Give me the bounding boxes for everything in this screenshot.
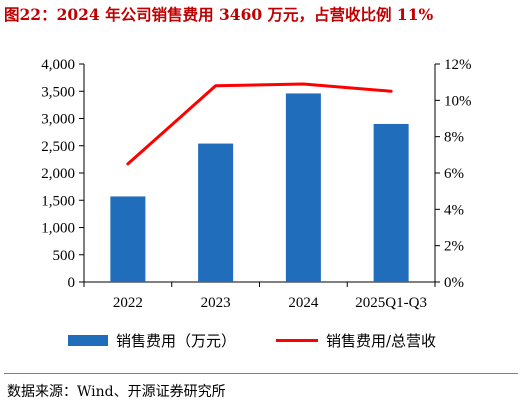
legend-label-bar: 销售费用（万元） [116,331,237,350]
right-tick-label: 4% [444,202,464,218]
source-divider [4,373,518,374]
x-tick-label: 2024 [288,295,319,311]
right-tick-label: 6% [444,166,464,182]
x-tick-label: 2023 [201,295,231,311]
x-tick-label: 2022 [113,295,143,311]
right-tick-label: 8% [444,130,464,146]
legend-label-line: 销售费用/总营收 [326,331,437,350]
left-tick-label: 4,000 [41,57,75,73]
left-tick-label: 2,500 [41,139,75,155]
line-series [126,82,393,166]
left-tick-label: 1,000 [41,221,75,237]
left-tick-label: 2,000 [41,166,75,182]
x-tick-label: 2025Q1-Q3 [355,295,427,311]
legend-item-line: 销售费用/总营收 [276,330,436,350]
left-tick-label: 1,500 [41,193,75,209]
left-tick-label: 3,000 [41,112,75,128]
legend-swatch-line [276,338,318,342]
line-path [126,82,393,166]
bar [285,93,321,283]
left-tick-label: 3,500 [41,84,75,100]
right-tick-label: 10% [444,93,472,109]
chart-title: 图22：2024 年公司销售费用 3460 万元，占营收比例 11% [4,5,434,24]
bar [198,143,234,282]
bar [373,123,409,282]
left-tick-label: 0 [68,275,76,291]
bar [110,196,146,282]
right-tick-label: 12% [444,57,472,73]
legend-swatch-bar [68,334,108,346]
right-tick-label: 2% [444,239,464,255]
left-tick-label: 500 [53,248,76,264]
right-tick-label: 0% [444,275,464,291]
bar-series [110,93,409,283]
source-note: 数据来源：Wind、开源证券研究所 [7,384,226,400]
tick-labels: 0 500 1,000 1,500 2,000 2,500 3,000 3,500 4,000 0… [41,57,471,311]
legend-item-bar: 销售费用（万元） [68,330,236,350]
